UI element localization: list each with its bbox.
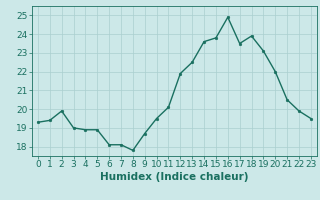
X-axis label: Humidex (Indice chaleur): Humidex (Indice chaleur) [100,172,249,182]
